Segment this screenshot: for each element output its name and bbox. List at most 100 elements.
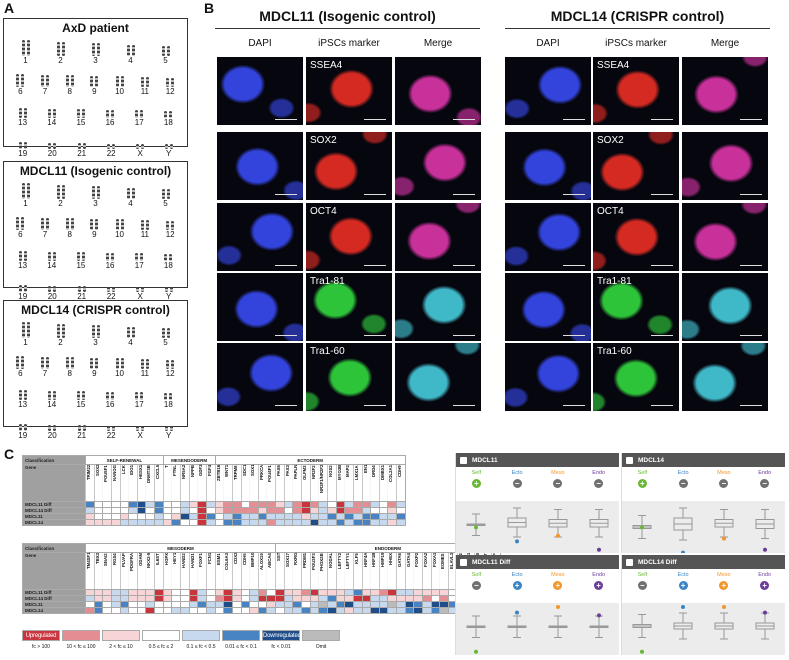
gene-name: CDH9	[397, 465, 405, 501]
chromosome-number: 18	[163, 118, 173, 127]
scale-bar	[453, 194, 475, 195]
checkbox[interactable]	[626, 456, 633, 464]
micrograph	[395, 273, 481, 341]
gene-name: SNAI2	[103, 553, 111, 589]
chromosome-glyph	[164, 384, 173, 400]
chromosome-glyph	[47, 384, 56, 400]
chromosome-pair: 19	[18, 415, 27, 440]
scorecard-mdcl11: MDCL11 Self + Ecto − Meso − Endo −	[455, 453, 619, 553]
chromosome-glyph	[77, 133, 86, 149]
checkbox[interactable]	[460, 558, 467, 566]
marker-label: SSEA4	[597, 60, 630, 71]
chromosome-glyph	[140, 71, 149, 87]
plus-circle-icon: +	[719, 581, 729, 590]
chromosome-pair: 3	[91, 40, 100, 65]
chromosome-pair: 17	[135, 384, 144, 409]
chromosome-number: 8	[67, 87, 72, 96]
chromosome-glyph	[41, 214, 50, 230]
micrograph: Tra1-81	[593, 273, 679, 341]
minus-circle-icon: −	[553, 479, 563, 488]
legend-range: 10 < fc ≤ 100	[66, 644, 96, 650]
chromosome-number: 4	[128, 199, 133, 208]
heatmap-cell	[205, 607, 216, 614]
gene-name: RXRG	[293, 553, 302, 589]
chromosome-number: 15	[76, 118, 86, 127]
heatmap-cell	[344, 607, 354, 614]
heatmap-cell	[93, 607, 104, 614]
gene-name: NODAL	[327, 553, 336, 589]
marker-label: Tra1-81	[597, 276, 632, 287]
chromosome-glyph	[135, 245, 144, 261]
chromosome-number: 16	[105, 118, 115, 127]
chromosome-pair: 7	[41, 214, 50, 239]
scale-bar	[651, 405, 673, 406]
gene-name: NPPB	[189, 465, 198, 501]
chromosome-pair: 6	[16, 214, 25, 239]
legend-swatch	[302, 630, 340, 641]
category-label: Ecto	[677, 470, 689, 476]
gene-name: GATA4	[405, 553, 414, 589]
boxplot	[755, 509, 775, 539]
chromosome-pair: 5	[161, 322, 170, 347]
scorecard-header: MDCL14	[622, 453, 785, 467]
chromosome-pair: 5	[161, 183, 170, 208]
chromosome-number: X	[137, 149, 143, 158]
checkbox[interactable]	[626, 558, 633, 566]
chromosome-number: Y	[166, 149, 172, 158]
scale-bar	[651, 194, 673, 195]
gene-name: DMBX1	[379, 465, 388, 501]
chromosome-glyph	[16, 214, 25, 230]
scorecard-mdcl14-diff: MDCL14 Diff Self − Ecto + Meso + Endo +	[621, 555, 785, 655]
heatmap-cell	[205, 519, 216, 526]
minus-circle-icon: −	[512, 479, 522, 488]
chromosome-number: 7	[42, 230, 48, 239]
category-label: Self	[637, 470, 648, 476]
chromosome-glyph	[115, 71, 124, 87]
checkbox[interactable]	[460, 456, 467, 464]
scale-bar	[364, 335, 386, 336]
chromosome-glyph	[126, 40, 135, 56]
sample-dot	[763, 610, 767, 615]
gene-name: HAND1	[189, 553, 198, 589]
chromosome-pair: 21	[77, 133, 86, 158]
category-label: Endo	[592, 572, 606, 578]
sample-dot	[474, 649, 478, 654]
gene-name: TM4SF1	[86, 553, 94, 589]
plus-circle-icon: +	[594, 581, 604, 590]
chromosome-number: Y	[166, 292, 172, 301]
chromosome-number: 3	[93, 56, 98, 65]
boxplot	[632, 614, 652, 638]
group-mdcl11: MDCL11 (Isogenic control)	[215, 8, 480, 29]
chromosome-pair: 4	[126, 40, 135, 65]
chromosome-pair: 16	[106, 102, 115, 127]
marker-label: Tra1-60	[310, 346, 345, 357]
boxplot	[755, 612, 775, 640]
heatmap-row: MDCL14	[22, 519, 406, 526]
class-group: SELF-RENEWAL	[85, 455, 164, 465]
chromosome-glyph	[65, 353, 74, 369]
heatmap-cell	[171, 519, 182, 526]
gene-name: FGF4	[206, 465, 215, 501]
gene-name: NR2F2	[310, 465, 319, 501]
gene-name: HNF1B	[371, 553, 379, 589]
gene-name: PLVAP	[120, 553, 129, 589]
gene-name: TBX3	[94, 553, 103, 589]
gene-name: NANOG	[111, 465, 120, 501]
scale-bar	[563, 335, 585, 336]
gene-name: DNMT3B	[146, 465, 155, 501]
chromosome-pair: 7	[41, 71, 50, 96]
chromosome-pair: 1	[21, 183, 30, 208]
scale-bar	[651, 335, 673, 336]
group-title: MDCL14 (CRISPR control)	[550, 8, 725, 24]
chromosome-row: 6 7 8 9 10 11 12	[4, 71, 187, 96]
column-header: DAPI	[248, 38, 272, 49]
heatmap-cell	[283, 607, 294, 614]
chromosome-pair: 9	[90, 214, 99, 239]
gene-name: EOMES	[440, 553, 448, 589]
gene-name: POU5F1	[103, 465, 111, 501]
scale-bar	[740, 119, 762, 120]
chromosome-number: 10	[115, 230, 124, 239]
heatmap-cell	[309, 607, 320, 614]
heatmap-cell	[361, 607, 372, 614]
gene-name: PHOX2B	[319, 553, 327, 589]
